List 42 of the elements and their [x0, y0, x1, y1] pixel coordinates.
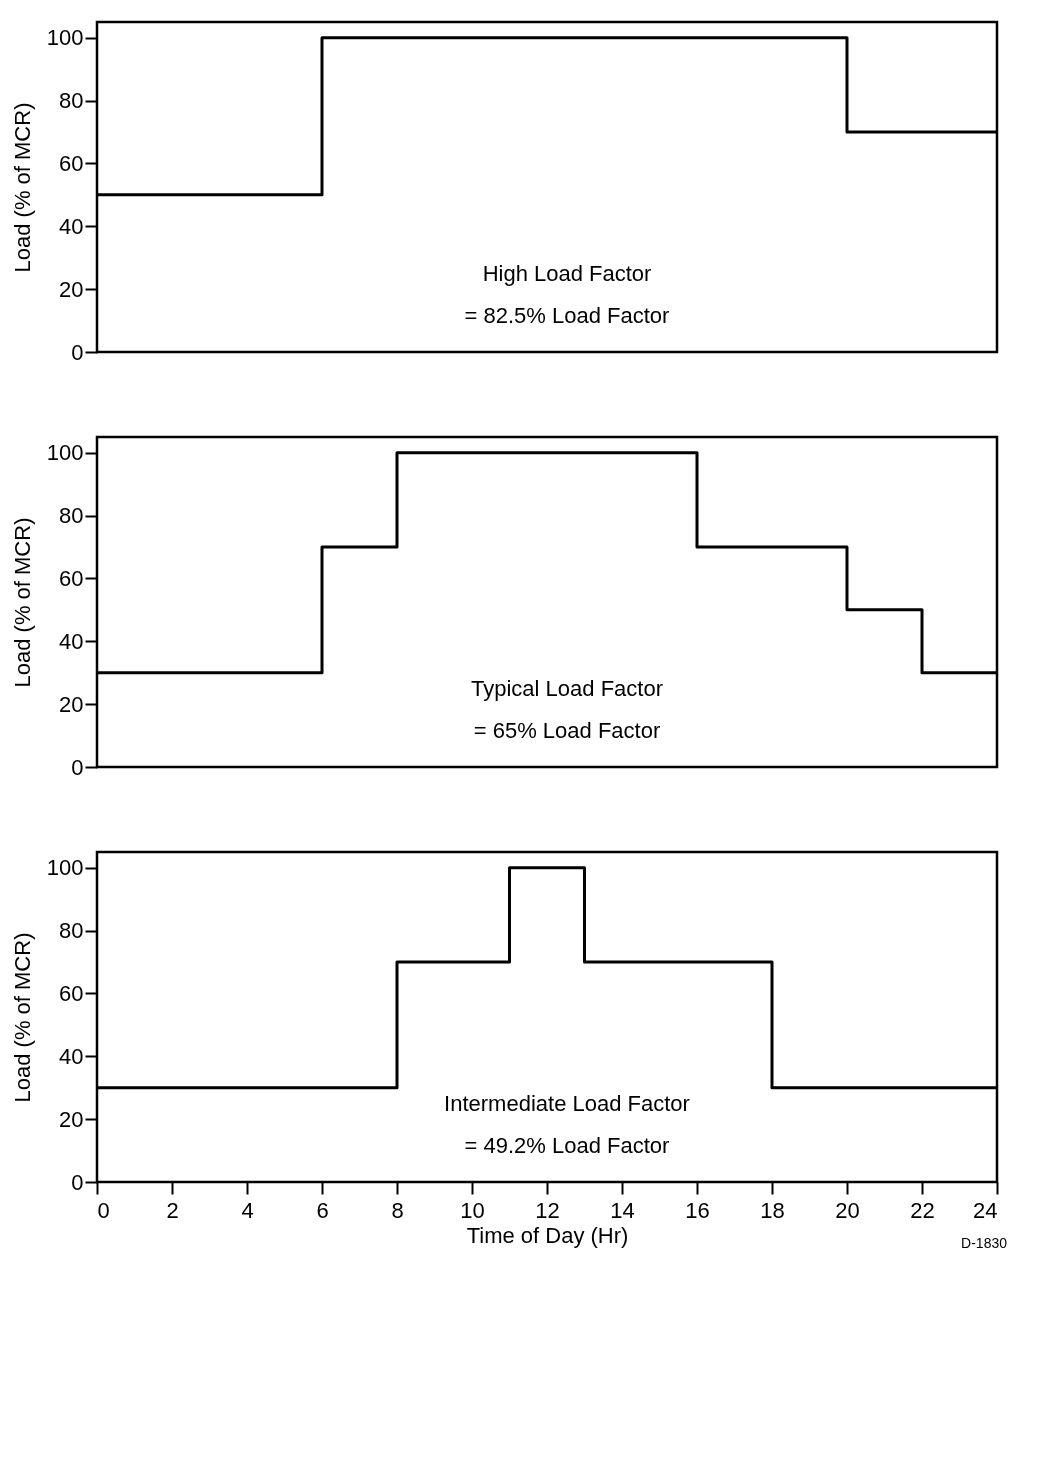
y-tick-label: 80	[59, 88, 84, 114]
y-tick-label: 60	[59, 980, 84, 1006]
text: D-1830	[961, 1235, 1008, 1251]
x-tick-label: 20	[835, 1197, 860, 1223]
x-tick-label: 14	[610, 1197, 635, 1223]
y-tick-label: 20	[59, 691, 84, 717]
x-tick-label: 6	[316, 1197, 329, 1223]
y-tick-label: 80	[59, 918, 84, 944]
y-tick-label: 100	[46, 855, 84, 881]
y-tick-label: 0	[71, 339, 84, 365]
y-tick-label: 60	[59, 565, 84, 591]
y-axis-title: Load (% of MCR)	[9, 932, 35, 1103]
y-tick-label: 0	[71, 754, 84, 780]
annotation: = 49.2% Load Factor	[464, 1133, 670, 1158]
annotation: = 65% Load Factor	[473, 718, 661, 743]
x-tick-label: 22	[910, 1197, 935, 1223]
y-tick-label: 80	[59, 503, 84, 529]
y-tick-label: 40	[59, 628, 84, 654]
y-tick-label: 100	[46, 25, 84, 51]
y-tick-label: 0	[71, 1169, 84, 1195]
x-tick-label: 8	[391, 1197, 404, 1223]
y-tick-label: 20	[59, 1106, 84, 1132]
x-tick-label: 2	[166, 1197, 179, 1223]
annotation: Typical Load Factor	[471, 676, 663, 701]
annotation: Intermediate Load Factor	[444, 1091, 690, 1116]
x-tick-label: 0	[97, 1197, 110, 1223]
annotation: High Load Factor	[482, 261, 652, 286]
y-tick-label: 40	[59, 213, 84, 239]
y-tick-label: 20	[59, 276, 84, 302]
x-tick-label: 12	[535, 1197, 560, 1223]
y-tick-label: 60	[59, 150, 84, 176]
annotation: = 82.5% Load Factor	[464, 303, 670, 328]
x-tick-label: 10	[460, 1197, 485, 1223]
y-tick-label: 40	[59, 1043, 84, 1069]
x-axis-title: Time of Day (Hr)	[466, 1222, 629, 1248]
x-tick-label: 4	[241, 1197, 254, 1223]
x-tick-label: 16	[685, 1197, 710, 1223]
y-tick-label: 100	[46, 440, 84, 466]
y-axis-title: Load (% of MCR)	[9, 102, 35, 273]
y-axis-title: Load (% of MCR)	[9, 517, 35, 688]
x-tick-label: 18	[760, 1197, 785, 1223]
x-tick-label: 24	[973, 1197, 998, 1223]
